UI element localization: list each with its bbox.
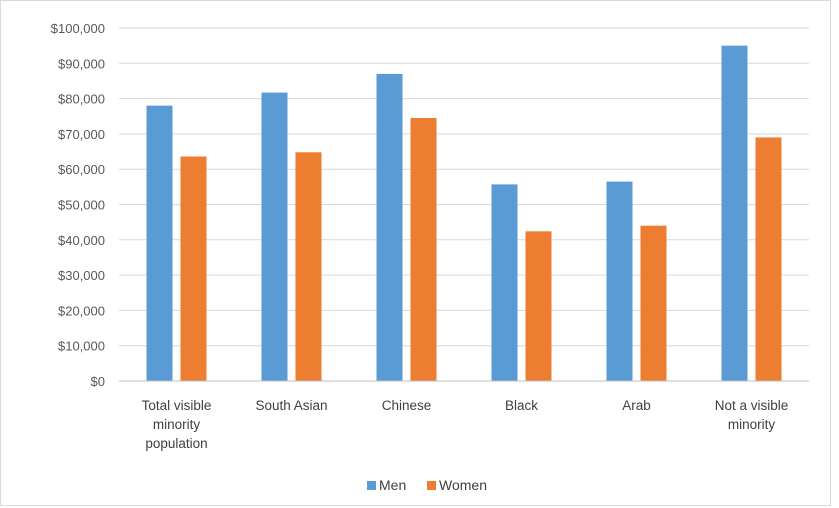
y-tick-label: $50,000 bbox=[58, 198, 105, 213]
bar-men bbox=[606, 181, 633, 381]
bar-women bbox=[755, 137, 782, 381]
y-tick-label: $90,000 bbox=[58, 56, 105, 71]
legend-swatch-women bbox=[427, 481, 436, 490]
bar-men bbox=[261, 92, 288, 381]
category-label: Black bbox=[505, 398, 538, 413]
y-tick-label: $0 bbox=[91, 374, 105, 389]
category-label-line: Arab bbox=[622, 398, 651, 413]
y-tick-label: $70,000 bbox=[58, 127, 105, 142]
legend-label-women: Women bbox=[439, 477, 487, 493]
category-label-line: Black bbox=[505, 398, 538, 413]
y-axis-ticks: $0 $10,000 $20,000 $30,000 $40,000 $50,000 $60… bbox=[51, 21, 105, 389]
bar-women bbox=[295, 152, 322, 381]
category-labels: Total visible minority population South Asi… bbox=[142, 398, 789, 451]
bar-men bbox=[491, 184, 518, 381]
category-label: South Asian bbox=[255, 398, 327, 413]
bar-men bbox=[721, 45, 748, 382]
y-tick-label: $100,000 bbox=[51, 21, 105, 36]
category-label-line: Chinese bbox=[382, 398, 432, 413]
legend-label-men: Men bbox=[379, 477, 406, 493]
category-label: Total visible minority population bbox=[142, 398, 212, 451]
category-label-line: minority bbox=[153, 417, 201, 432]
y-tick-label: $20,000 bbox=[58, 303, 105, 318]
bar-men bbox=[146, 105, 173, 381]
legend: Men Women bbox=[367, 477, 487, 493]
category-label: Chinese bbox=[382, 398, 432, 413]
bars bbox=[146, 45, 782, 382]
category-label-line: minority bbox=[728, 417, 776, 432]
bar-women bbox=[180, 156, 207, 381]
y-tick-label: $80,000 bbox=[58, 92, 105, 107]
category-label-line: Total visible bbox=[142, 398, 212, 413]
y-tick-label: $40,000 bbox=[58, 233, 105, 248]
category-label-line: South Asian bbox=[255, 398, 327, 413]
bar-men bbox=[376, 73, 403, 381]
bar-women bbox=[640, 225, 667, 381]
bar-women bbox=[410, 118, 437, 381]
y-tick-label: $10,000 bbox=[58, 339, 105, 354]
category-label: Arab bbox=[622, 398, 651, 413]
category-label: Not a visible minority bbox=[715, 398, 789, 432]
legend-swatch-men bbox=[367, 481, 376, 490]
y-tick-label: $30,000 bbox=[58, 268, 105, 283]
bar-women bbox=[525, 231, 552, 381]
category-label-line: population bbox=[145, 436, 207, 451]
gridlines bbox=[119, 27, 809, 347]
y-tick-label: $60,000 bbox=[58, 162, 105, 177]
category-label-line: Not a visible bbox=[715, 398, 789, 413]
